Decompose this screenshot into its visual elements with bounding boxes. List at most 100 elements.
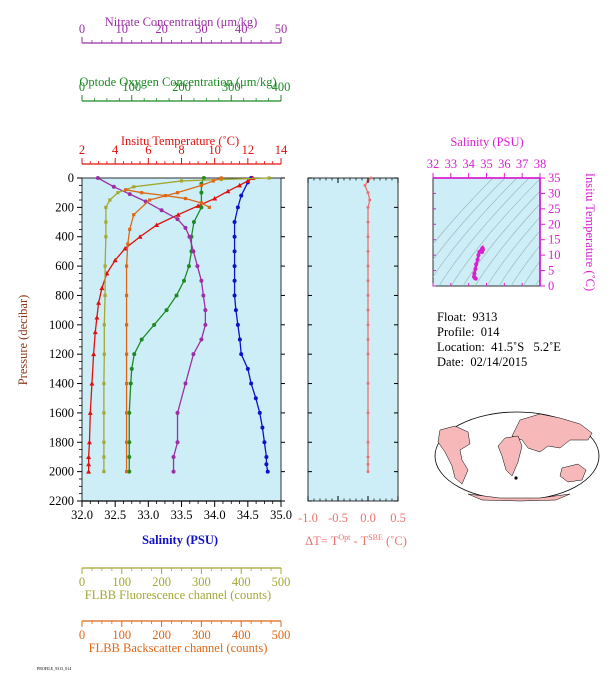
backscatter-data-point (126, 242, 130, 246)
ts-y-tick-label: 15 (548, 233, 561, 247)
salinity-data-point (253, 396, 258, 401)
nitrate-data-point (95, 176, 100, 180)
oxygen-data-point (174, 293, 179, 298)
nitrate-data-point (187, 234, 192, 239)
backscatter-data-point (199, 201, 203, 205)
fluorescence-data-point (104, 205, 108, 209)
temperature-data-point (122, 245, 128, 251)
backscatter-tick-label: 100 (112, 628, 131, 642)
delta-t-data-point (366, 382, 370, 386)
delta-t-data-point (366, 249, 370, 253)
temperature-tick-label: 2 (79, 143, 85, 157)
backscatter-data-point (163, 194, 168, 198)
salinity-data-point (232, 249, 237, 254)
salinity-tick-label: 35.0 (270, 508, 292, 522)
oxygen-tick-label: 0 (79, 80, 85, 94)
map-land-eurasia (511, 413, 593, 453)
backscatter-data-point (124, 323, 129, 327)
backscatter-data-point (140, 191, 144, 195)
fluorescence-data-point (103, 264, 107, 268)
oxygen-axis-title: Optode Oxygen Concentration (μm/kg) (79, 75, 276, 89)
oxygen-profile-line (128, 177, 205, 472)
delta-t-data-point (366, 279, 370, 283)
profile-axes: 32.0 32.5 33.0 33.5 34.0 34.5 35.0 2 4 6 8 10 12 14 0 1… (49, 22, 292, 642)
backscatter-data-point (124, 470, 129, 474)
delta-t-data-point (366, 411, 370, 415)
temperature-data-point (112, 257, 118, 263)
temperature-tick-label: 10 (208, 143, 221, 157)
temperature-tick-label: 4 (112, 143, 119, 157)
delta-t-data-point (366, 293, 370, 297)
temperature-data-point (212, 196, 218, 201)
temperature-data-point (94, 314, 100, 320)
temperature-data-point (99, 285, 105, 291)
ts-data-point (476, 253, 481, 258)
temperature-tick-label: 8 (178, 143, 184, 157)
ts-data-point (475, 257, 480, 262)
salinity-data-point (239, 193, 244, 198)
delta-t-data-point (366, 470, 370, 474)
delta-t-data-point (366, 440, 370, 444)
oxygen-data-point (127, 454, 132, 459)
info-float: Float: 9313 (437, 310, 498, 324)
temperature-axis-title: Insitu Temperature (˚C) (121, 134, 239, 148)
delta-t-data-point (366, 455, 370, 459)
pressure-tick-label: 1200 (49, 347, 74, 361)
temperature-data-point (237, 182, 243, 188)
ts-data-point (472, 271, 477, 276)
backscatter-data-point (148, 198, 152, 202)
pressure-tick-label: 800 (55, 288, 74, 302)
delta-t-data-point (363, 183, 367, 187)
nitrate-data-point (159, 208, 164, 213)
ts-data-point (473, 267, 478, 272)
backscatter-axis-title: FLBB Backscatter channel (counts) (89, 641, 268, 655)
backscatter-tick-label: 0 (79, 628, 85, 642)
temperature-data-point (89, 381, 95, 386)
temperature-data-point (87, 410, 93, 415)
fluorescence-data-point (116, 191, 120, 195)
fluorescence-axis-title: FLBB Fluorescence channel (counts) (85, 588, 271, 602)
info-location: Location: 41.5˚S 5.2˚E (437, 340, 561, 354)
nitrate-data-point (191, 352, 196, 357)
nitrate-data-point (171, 454, 176, 459)
salinity-data-point (235, 322, 240, 327)
salinity-tick-label: 33.5 (171, 508, 193, 522)
oxygen-data-point (199, 205, 204, 210)
fluorescence-data-point (102, 411, 106, 415)
fluorescence-tick-label: 500 (272, 575, 291, 589)
ts-y-tick-label: 5 (548, 264, 554, 278)
temperature-data-point (195, 203, 201, 208)
salinity-tick-label: 34.5 (237, 508, 259, 522)
oxygen-data-point (127, 410, 132, 415)
ts-x-tick-label: 38 (534, 157, 547, 171)
pressure-tick-label: 1600 (49, 406, 74, 420)
ts-y-tick-label: 30 (548, 186, 561, 200)
backscatter-data-point (124, 293, 129, 298)
temperature-data-point (91, 351, 97, 357)
delta-t-line (364, 177, 372, 472)
oxygen-data-point (164, 308, 169, 313)
nitrate-data-point (203, 308, 208, 313)
oxygen-tick-label: 300 (222, 80, 241, 94)
backscatter-data-point (207, 205, 211, 209)
temperature-data-point (86, 469, 92, 474)
fluorescence-tick-label: 400 (232, 575, 251, 589)
ts-y-tick-label: 35 (548, 171, 561, 185)
backscatter-data-point (124, 264, 129, 268)
fluorescence-data-point (102, 470, 106, 474)
salinity-tick-label: 33.0 (137, 508, 159, 522)
pressure-tick-label: 1400 (49, 377, 74, 391)
oxygen-tick-label: 400 (272, 80, 291, 94)
fluorescence-data-point (102, 381, 106, 386)
salinity-data-point (232, 278, 237, 283)
fluorescence-profile-line (103, 177, 270, 472)
backscatter-data-point (128, 227, 132, 231)
salinity-data-point (232, 220, 237, 225)
backscatter-data-point (199, 183, 203, 187)
fluorescence-data-point (132, 185, 136, 189)
delta-t-data-point (366, 264, 370, 268)
ts-y-tick-label: 20 (548, 217, 561, 231)
temperature-data-point (137, 234, 143, 239)
nitrate-data-point (127, 192, 132, 197)
